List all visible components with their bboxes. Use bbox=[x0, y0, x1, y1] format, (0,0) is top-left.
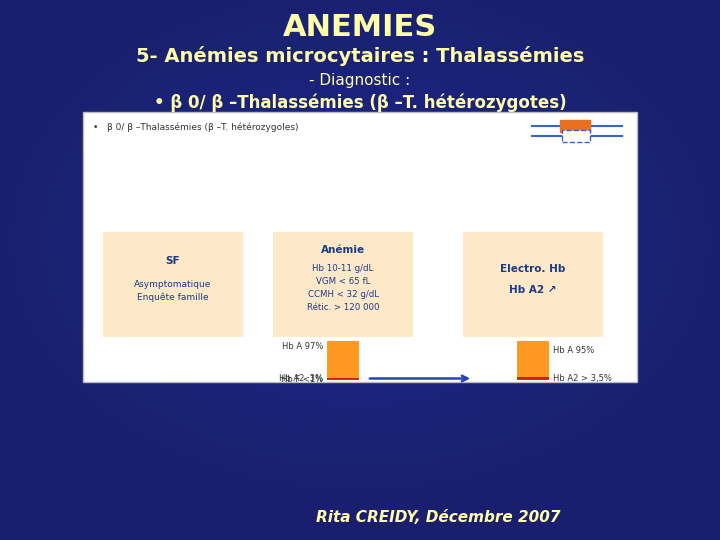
Bar bbox=[517, 341, 549, 377]
Text: Hb F <1%: Hb F <1% bbox=[281, 375, 323, 384]
Text: CCMH < 32 g/dL: CCMH < 32 g/dL bbox=[307, 291, 379, 299]
Bar bbox=[327, 341, 359, 378]
Text: Hb 10-11 g/dL: Hb 10-11 g/dL bbox=[312, 264, 374, 273]
Bar bbox=[560, 120, 590, 132]
Text: VGM < 65 fL: VGM < 65 fL bbox=[316, 277, 370, 286]
Bar bbox=[327, 378, 359, 379]
Text: Hb A 97%: Hb A 97% bbox=[282, 342, 323, 351]
Bar bbox=[562, 130, 590, 142]
Text: Rita CREIDY, Décembre 2007: Rita CREIDY, Décembre 2007 bbox=[315, 510, 560, 525]
Bar bbox=[327, 379, 359, 380]
Text: Anémie: Anémie bbox=[321, 245, 365, 255]
Text: Enquête famille: Enquête famille bbox=[138, 293, 209, 302]
Bar bbox=[273, 232, 413, 337]
Bar bbox=[517, 377, 549, 379]
Text: 5- Anémies microcytaires : Thalassémies: 5- Anémies microcytaires : Thalassémies bbox=[136, 46, 584, 66]
Bar bbox=[463, 232, 603, 337]
Bar bbox=[517, 379, 549, 380]
Text: •   β 0/ β –Thalassémies (β –T. hétérozygoles): • β 0/ β –Thalassémies (β –T. hétérozygo… bbox=[93, 122, 299, 132]
Text: SF: SF bbox=[166, 256, 180, 266]
Text: - Diagnostic :: - Diagnostic : bbox=[310, 72, 410, 87]
Bar bbox=[103, 232, 243, 337]
Text: Hb A2  3%: Hb A2 3% bbox=[279, 374, 323, 383]
Text: Hb A 95%: Hb A 95% bbox=[553, 346, 594, 355]
Text: Hb A2 ↗: Hb A2 ↗ bbox=[509, 285, 557, 295]
Text: ANEMIES: ANEMIES bbox=[283, 14, 437, 43]
Text: Asymptomatique: Asymptomatique bbox=[135, 280, 212, 289]
Text: Hb A2 > 3,5%: Hb A2 > 3,5% bbox=[553, 374, 612, 383]
Text: Rétic. > 120 000: Rétic. > 120 000 bbox=[307, 303, 379, 312]
Bar bbox=[83, 112, 637, 382]
Text: Electro. Hb: Electro. Hb bbox=[500, 264, 566, 274]
Text: • β 0/ β –Thalassémies (β –T. hétérozygotes): • β 0/ β –Thalassémies (β –T. hétérozygo… bbox=[153, 94, 567, 112]
